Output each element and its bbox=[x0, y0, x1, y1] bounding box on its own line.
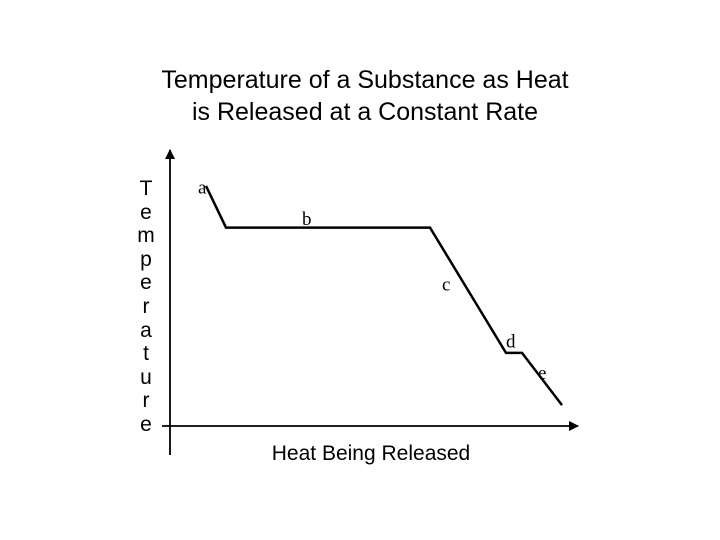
segment-label-b: b bbox=[302, 209, 312, 230]
chart-title-line-2: is Released at a Constant Rate bbox=[191, 98, 539, 126]
y-axis-label-letter: t bbox=[143, 342, 149, 366]
x-axis-label: Heat Being Released bbox=[271, 442, 471, 465]
y-axis-label-letter: p bbox=[140, 247, 152, 271]
chart-title: Temperature of a Substance as Heat is Re… bbox=[0, 64, 720, 128]
y-axis-label-letter: T bbox=[139, 177, 153, 200]
y-axis-label-letter: u bbox=[140, 365, 152, 389]
y-axis-label-letter: e bbox=[140, 271, 152, 295]
y-axis-label-letter: r bbox=[142, 389, 150, 413]
y-axis-label-letter: e bbox=[140, 412, 152, 436]
segment-label-d: d bbox=[506, 332, 516, 353]
segment-label-c: c bbox=[442, 274, 450, 295]
cooling-curve-line bbox=[204, 185, 563, 406]
y-axis-label-letter: r bbox=[142, 294, 150, 318]
y-axis-label-letter: m bbox=[137, 224, 155, 248]
y-axis-label-letter: a bbox=[140, 318, 152, 342]
segment-label-e: e bbox=[538, 363, 546, 384]
segment-label-a: a bbox=[198, 178, 207, 199]
chart-title-line-1: Temperature of a Substance as Heat bbox=[161, 66, 569, 94]
y-axis-label-letter: e bbox=[140, 200, 152, 224]
